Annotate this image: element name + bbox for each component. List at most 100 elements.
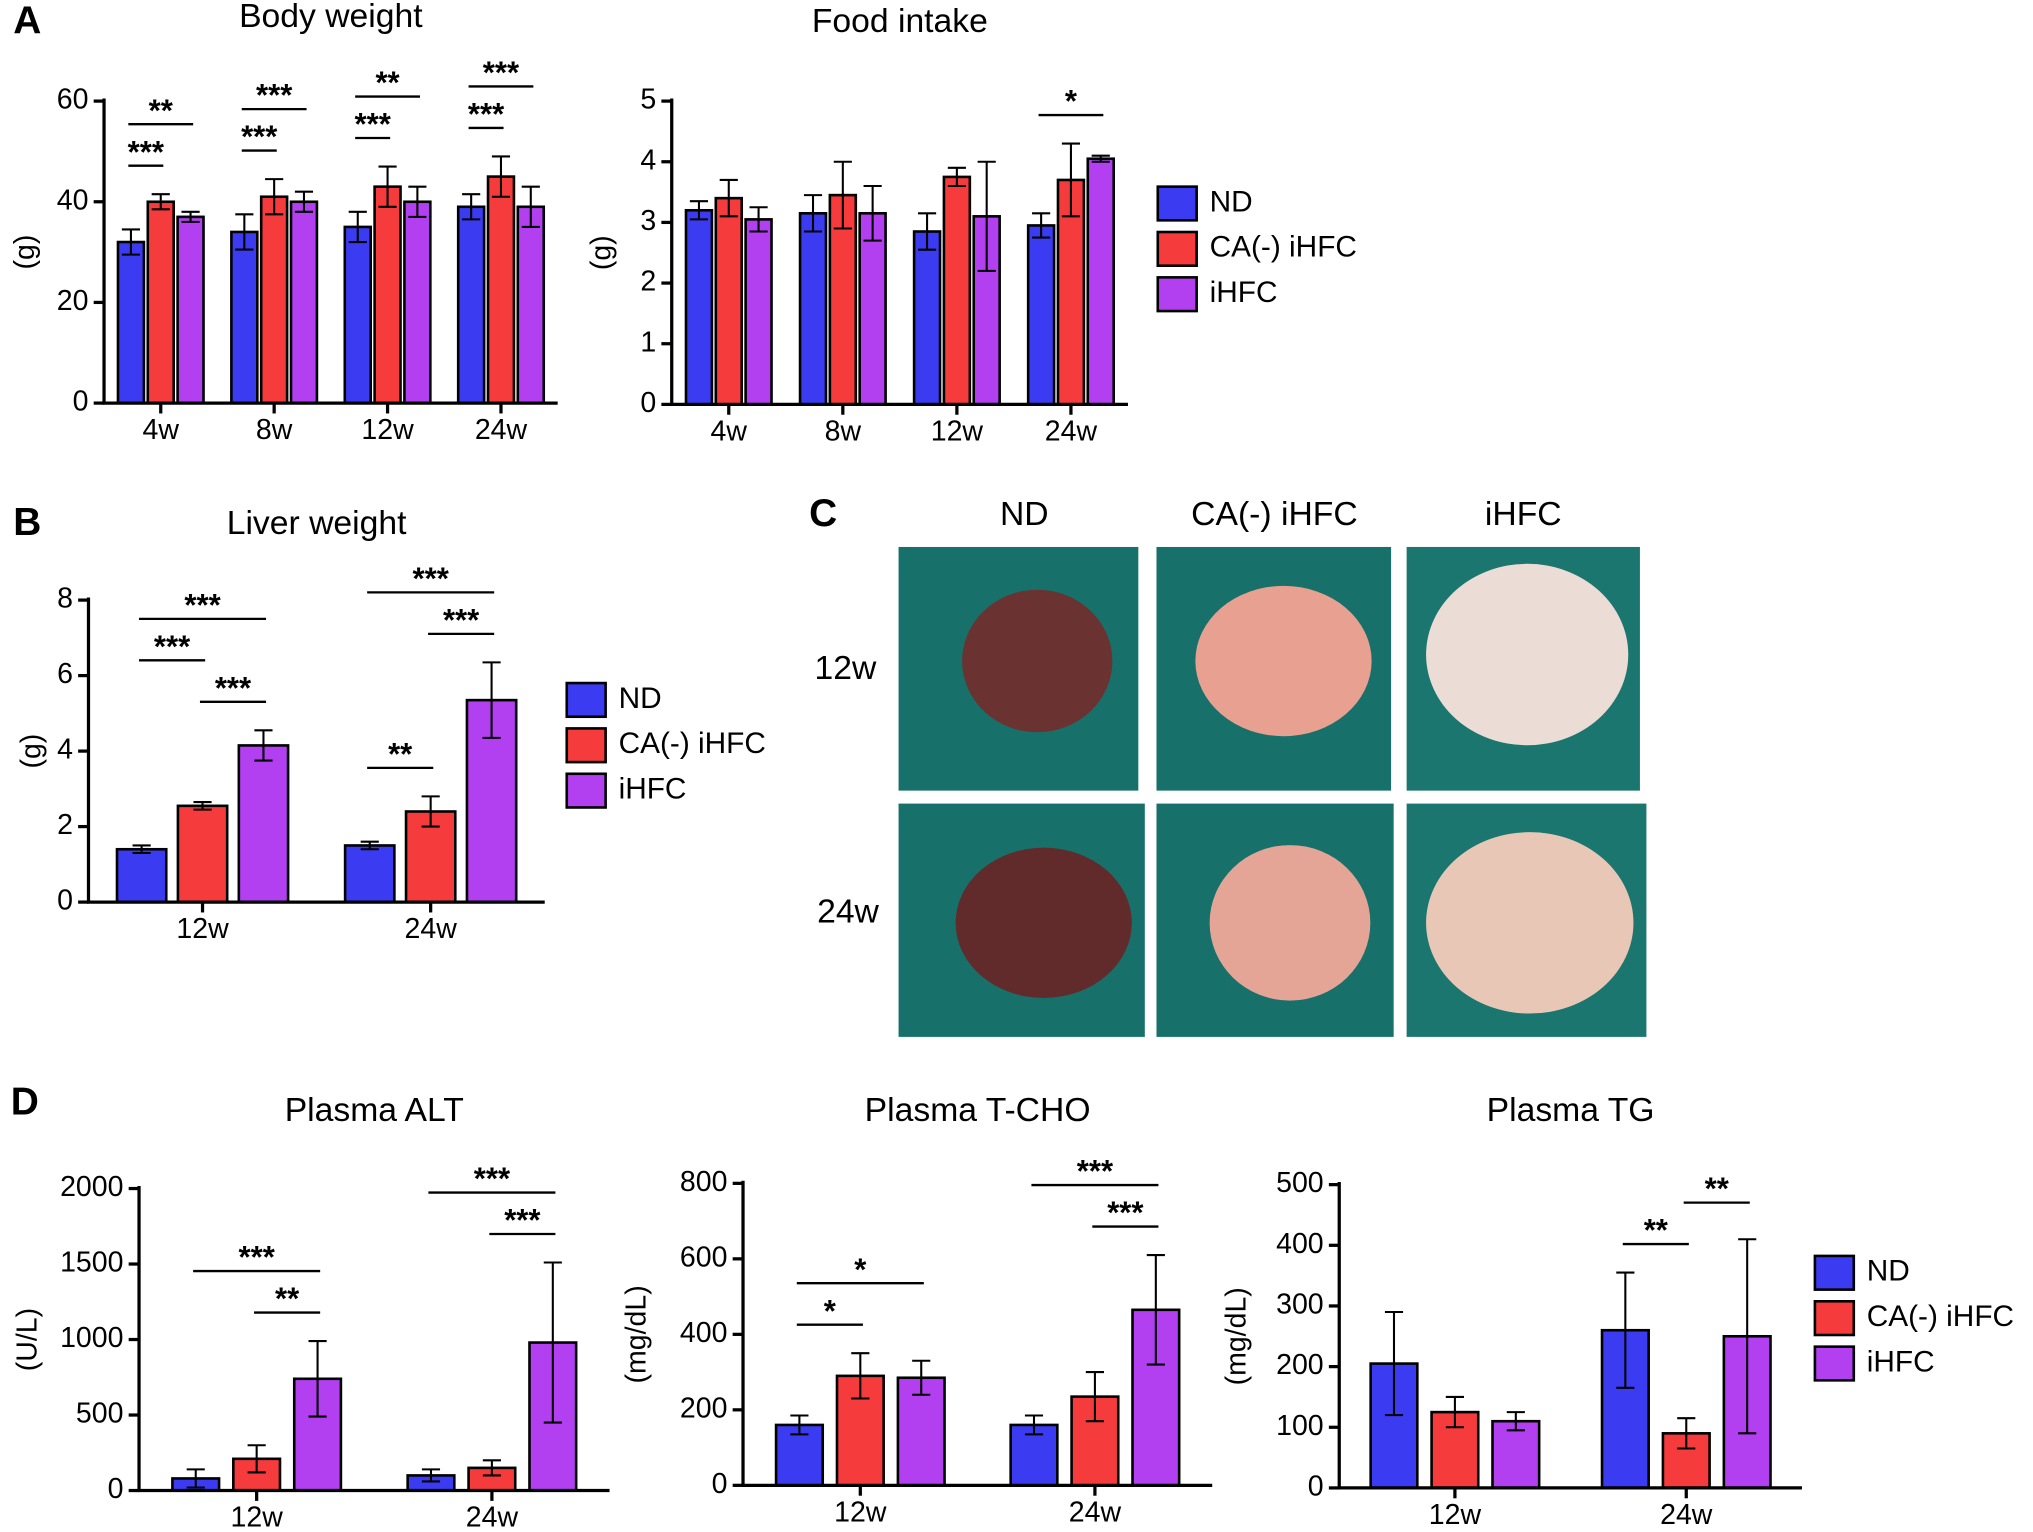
x-tick-label: 12w (1429, 1499, 1482, 1531)
sig-label: *** (154, 629, 191, 664)
sig-label: ** (375, 65, 400, 100)
error-bar (408, 185, 427, 218)
x-tick-label: 8w (825, 415, 862, 447)
error-bar (1738, 1238, 1757, 1435)
y-tick-label: 500 (76, 1398, 124, 1430)
x-tick-label: 24w (466, 1502, 519, 1532)
error-bar (543, 1261, 562, 1424)
x-tick-label: 24w (405, 913, 458, 945)
photo-row-label: 12w (815, 650, 877, 687)
sig-label: *** (256, 78, 293, 113)
sig-label: *** (239, 1240, 276, 1275)
error-bar (235, 213, 254, 251)
axis (741, 1180, 1213, 1487)
error-bar (1384, 1310, 1404, 1417)
y-axis-label: (g) (9, 235, 41, 270)
bar (714, 196, 744, 406)
y-tick-label: 400 (680, 1317, 728, 1349)
y-tick-label: 3 (640, 205, 656, 237)
bar (403, 200, 432, 405)
photo-row-label: 24w (817, 894, 879, 931)
error-bar (360, 840, 379, 851)
error-bar (833, 160, 852, 230)
x-tick-label: 24w (1069, 1496, 1122, 1528)
error-bar (193, 801, 212, 811)
legend-label: CA(-) iHFC (1867, 1300, 2014, 1333)
error-bar (421, 795, 440, 828)
sig-label: * (854, 1252, 867, 1287)
liver (955, 847, 1132, 999)
liver (1209, 845, 1371, 1001)
error-bar (521, 185, 540, 228)
legend-swatch (1156, 276, 1198, 313)
sig-label: * (1065, 84, 1078, 119)
y-tick-label: 2 (640, 266, 656, 298)
axis (670, 98, 1128, 407)
error-bar (803, 194, 823, 233)
y-tick-label: 1500 (60, 1247, 123, 1279)
sig-label: ** (1644, 1213, 1669, 1248)
y-tick-label: 800 (680, 1166, 728, 1198)
sig-label: *** (504, 1203, 541, 1238)
photo-column-label: CA(-) iHFC (1191, 496, 1358, 533)
axis (102, 98, 558, 405)
sig-label: *** (1077, 1154, 1114, 1189)
panel-label: B (13, 501, 41, 544)
error-bar (348, 210, 367, 244)
error-bar (719, 178, 738, 218)
y-tick-label: 0 (640, 387, 656, 419)
y-tick-label: 20 (57, 285, 89, 317)
legend-label: iHFC (619, 773, 687, 806)
y-tick-label: 200 (1276, 1349, 1324, 1381)
y-axis-label: (g) (15, 734, 47, 769)
legend-label: ND (1210, 185, 1253, 218)
bar (516, 205, 546, 405)
y-tick-label: 0 (73, 386, 89, 418)
error-bar (294, 190, 314, 213)
y-tick-label: 600 (680, 1241, 728, 1273)
bar (237, 744, 290, 904)
bar (1026, 224, 1056, 406)
sig-label: *** (474, 1161, 511, 1196)
bar (456, 205, 486, 405)
x-tick-label: 8w (256, 414, 293, 446)
error-bar (151, 193, 170, 211)
sig-label: *** (413, 561, 450, 596)
legend-swatch (565, 772, 607, 809)
error-bar (1091, 154, 1110, 163)
panel-label: A (13, 0, 41, 43)
error-bar (421, 1468, 441, 1483)
bar (373, 185, 402, 405)
bar (176, 804, 229, 904)
error-bar (749, 206, 768, 233)
error-bar (462, 193, 481, 221)
error-bar (1677, 1417, 1696, 1450)
y-axis-label: (U/L) (11, 1308, 43, 1371)
x-tick-label: 24w (475, 414, 528, 446)
bar (289, 200, 319, 405)
legend-label: iHFC (1867, 1345, 1935, 1378)
bar (146, 200, 176, 405)
error-bar (1445, 1395, 1464, 1429)
x-tick-label: 24w (1045, 415, 1098, 447)
x-tick-label: 12w (176, 913, 229, 945)
y-tick-label: 4 (57, 734, 73, 766)
legend-swatch (1813, 1299, 1856, 1337)
legend-swatch (565, 727, 607, 764)
y-tick-label: 40 (57, 184, 89, 216)
bar (1086, 157, 1116, 406)
chart-title: Plasma T-CHO (865, 1092, 1091, 1129)
bar (343, 225, 373, 405)
bar (798, 212, 828, 406)
sig-label: *** (355, 107, 392, 142)
error-bar (265, 178, 284, 216)
error-bar (482, 661, 501, 739)
x-tick-label: 12w (361, 414, 414, 446)
liver (1426, 563, 1629, 746)
y-tick-label: 8 (57, 583, 73, 615)
y-tick-label: 0 (108, 1473, 124, 1505)
error-bar (1616, 1271, 1635, 1389)
axis (1337, 1182, 1802, 1490)
error-bar (482, 1459, 501, 1477)
